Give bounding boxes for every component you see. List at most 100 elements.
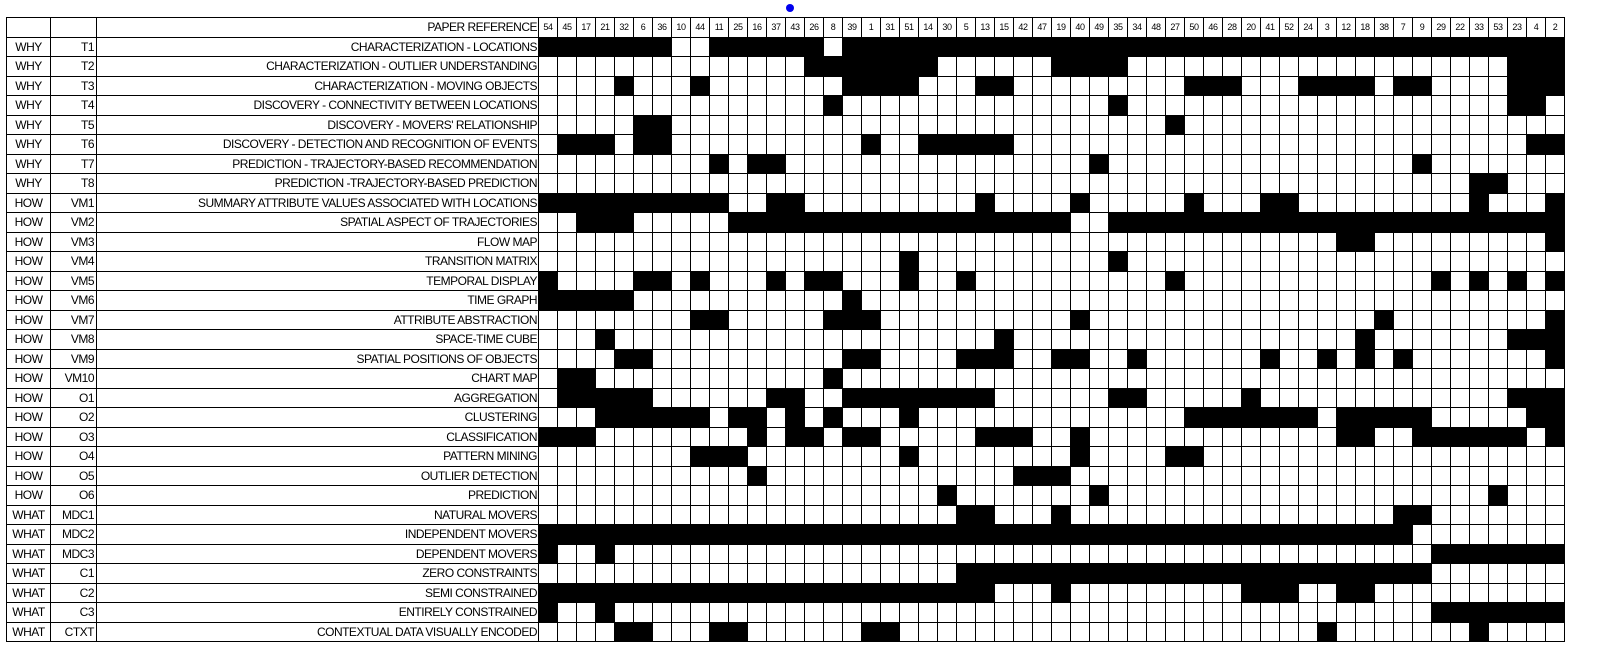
matrix-cell-empty — [1032, 75, 1052, 96]
matrix-cell-empty — [823, 446, 843, 467]
matrix-cell-empty — [1032, 309, 1052, 330]
matrix-cell-filled — [633, 582, 653, 603]
matrix-cell-empty — [1108, 114, 1128, 135]
matrix-cell-empty — [1260, 75, 1280, 96]
matrix-cell-empty — [1222, 192, 1242, 213]
matrix-cell-empty — [1070, 251, 1090, 272]
matrix-cell-empty — [1241, 543, 1261, 564]
paper-reference-number: 50 — [1184, 17, 1204, 38]
matrix-cell-empty — [1374, 329, 1394, 350]
matrix-cell-filled — [975, 504, 995, 525]
matrix-cell-empty — [1032, 485, 1052, 506]
matrix-cell-filled — [1013, 563, 1033, 584]
matrix-cell-empty — [1013, 621, 1033, 642]
matrix-cell-empty — [576, 563, 596, 584]
matrix-cell-empty — [671, 56, 691, 77]
matrix-cell-empty — [1298, 270, 1318, 291]
row-label: TRANSITION MATRIX — [96, 251, 539, 272]
matrix-cell-empty — [1146, 309, 1166, 330]
matrix-cell-empty — [1488, 134, 1508, 155]
matrix-cell-filled — [1165, 36, 1185, 57]
matrix-cell-empty — [804, 231, 824, 252]
matrix-cell-filled — [1507, 602, 1527, 623]
matrix-cell-empty — [1412, 173, 1432, 194]
matrix-cell-filled — [823, 368, 843, 389]
matrix-row: HOW O2 CLUSTERING — [6, 407, 1565, 428]
matrix-cell-empty — [1374, 270, 1394, 291]
matrix-cell-empty — [538, 563, 558, 584]
matrix-cell-empty — [728, 153, 748, 174]
matrix-cell-empty — [576, 504, 596, 525]
matrix-cell-filled — [1374, 309, 1394, 330]
matrix-cell-filled — [1469, 270, 1489, 291]
matrix-cell-empty — [937, 621, 957, 642]
matrix-cell-empty — [538, 212, 558, 233]
matrix-cell-empty — [1260, 114, 1280, 135]
matrix-row: WHY T1 CHARACTERIZATION - LOCATIONS — [6, 36, 1565, 57]
matrix-cell-empty — [709, 465, 729, 486]
matrix-cell-filled — [1165, 270, 1185, 291]
matrix-cell-empty — [994, 465, 1014, 486]
matrix-cell-empty — [880, 465, 900, 486]
matrix-cell-empty — [1431, 192, 1451, 213]
matrix-cell-filled — [1507, 95, 1527, 116]
matrix-row: HOW VM1 SUMMARY ATTRIBUTE VALUES ASSOCIATE… — [6, 192, 1565, 213]
matrix-cell-empty — [1241, 75, 1261, 96]
matrix-cell-filled — [1260, 348, 1280, 369]
matrix-cell-filled — [633, 270, 653, 291]
matrix-cell-empty — [1165, 407, 1185, 428]
matrix-cell-empty — [1336, 602, 1356, 623]
matrix-cell-empty — [1032, 153, 1052, 174]
matrix-cell-empty — [1336, 485, 1356, 506]
matrix-cell-empty — [1260, 621, 1280, 642]
matrix-cell-empty — [1450, 368, 1470, 389]
matrix-cell-empty — [747, 173, 767, 194]
matrix-cell-empty — [1127, 153, 1147, 174]
matrix-cell-filled — [1488, 485, 1508, 506]
matrix-cell-empty — [804, 153, 824, 174]
matrix-cell-filled — [899, 407, 919, 428]
matrix-cell-filled — [785, 212, 805, 233]
matrix-cell-empty — [1450, 231, 1470, 252]
matrix-cell-empty — [728, 134, 748, 155]
matrix-cell-empty — [994, 270, 1014, 291]
matrix-cell-empty — [1032, 621, 1052, 642]
matrix-cell-filled — [1526, 36, 1546, 57]
matrix-cell-empty — [975, 407, 995, 428]
matrix-cell-empty — [1279, 270, 1299, 291]
matrix-cell-empty — [1393, 446, 1413, 467]
paper-reference-number: 52 — [1279, 17, 1299, 38]
matrix-cell-empty — [1032, 192, 1052, 213]
matrix-cell-empty — [899, 563, 919, 584]
matrix-cell-empty — [1298, 426, 1318, 447]
matrix-cell-empty — [1184, 621, 1204, 642]
paper-reference-header: PAPER REFERENCE — [96, 17, 539, 38]
matrix-cell-empty — [633, 173, 653, 194]
matrix-cell-empty — [880, 192, 900, 213]
matrix-cell-empty — [1336, 446, 1356, 467]
matrix-cell-empty — [1431, 114, 1451, 135]
matrix-cell-filled — [1032, 563, 1052, 584]
matrix-cell-filled — [1469, 192, 1489, 213]
matrix-cell-empty — [538, 114, 558, 135]
matrix-cell-empty — [861, 504, 881, 525]
matrix-cell-empty — [1526, 348, 1546, 369]
matrix-cell-empty — [1526, 563, 1546, 584]
matrix-cell-filled — [766, 524, 786, 545]
matrix-cell-empty — [1203, 192, 1223, 213]
matrix-cell-empty — [1469, 114, 1489, 135]
matrix-cell-filled — [956, 134, 976, 155]
matrix-cell-filled — [1032, 212, 1052, 233]
row-label: CLASSIFICATION — [96, 426, 539, 447]
matrix-cell-empty — [1184, 114, 1204, 135]
matrix-cell-filled — [538, 582, 558, 603]
matrix-cell-filled — [1355, 524, 1375, 545]
matrix-cell-empty — [1165, 485, 1185, 506]
matrix-cell-empty — [1412, 485, 1432, 506]
matrix-cell-empty — [918, 504, 938, 525]
matrix-cell-filled — [652, 114, 672, 135]
matrix-cell-filled — [747, 582, 767, 603]
matrix-cell-filled — [557, 368, 577, 389]
matrix-cell-filled — [804, 212, 824, 233]
matrix-cell-filled — [709, 36, 729, 57]
